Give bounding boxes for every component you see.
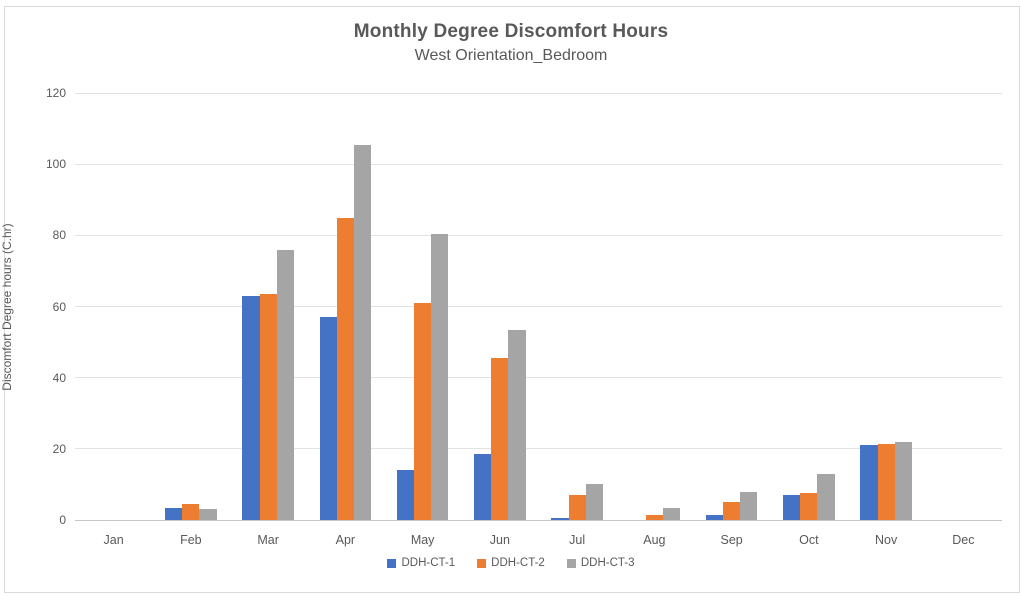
bar-DDH-CT-2-Nov	[877, 443, 895, 520]
bar-DDH-CT-3-Mar	[276, 249, 294, 520]
bar-DDH-CT-3-Oct	[817, 473, 835, 520]
y-tick-label-40: 40	[52, 370, 66, 385]
legend-swatch-DDH-CT-3	[566, 558, 576, 568]
bar-DDH-CT-2-Jul	[568, 495, 586, 520]
y-tick-label-0: 0	[59, 513, 66, 527]
gridline-100	[75, 163, 1002, 165]
bar-DDH-CT-1-Apr	[319, 317, 337, 520]
x-axis-label-Sep: Sep	[720, 533, 743, 547]
gridline-20	[75, 448, 1002, 450]
bar-DDH-CT-3-Aug	[662, 507, 681, 520]
bar-DDH-CT-2-Mar	[259, 294, 277, 520]
bar-DDH-CT-3-Jul	[585, 484, 603, 520]
x-axis-label-Apr: Apr	[335, 533, 356, 547]
bar-DDH-CT-3-Sep	[740, 491, 758, 520]
bar-DDH-CT-1-Jul	[551, 518, 569, 520]
legend-label-DDH-CT-1: DDH-CT-1	[401, 557, 456, 569]
x-axis-label-Nov: Nov	[875, 533, 898, 547]
bar-DDH-CT-2-Aug	[645, 514, 663, 520]
bar-DDH-CT-1-Feb	[165, 507, 183, 520]
y-tick-label-120: 120	[45, 86, 66, 100]
gridline-60	[75, 306, 1002, 307]
legend: DDH-CT-1 DDH-CT-2 DDH-CT-3	[0, 557, 1022, 569]
legend-label-DDH-CT-3: DDH-CT-3	[580, 557, 635, 569]
gridline-40	[75, 377, 1002, 379]
legend-label-DDH-CT-2: DDH-CT-2	[491, 557, 545, 569]
bar-DDH-CT-2-Apr	[336, 217, 354, 520]
bar-DDH-CT-3-Apr	[353, 144, 372, 520]
y-tick-label-100: 100	[45, 157, 66, 172]
chart-subtitle: West Orientation_Bedroom	[414, 47, 608, 64]
bar-DDH-CT-2-Jun	[491, 358, 509, 520]
x-axis-label-Oct: Oct	[799, 533, 819, 547]
bar-DDH-CT-3-Feb	[199, 509, 217, 520]
bar-DDH-CT-1-Nov	[860, 445, 878, 520]
chart-title: Monthly Degree Discomfort Hours	[353, 21, 669, 42]
gridline-120	[75, 92, 1002, 94]
plot-area	[75, 92, 1002, 521]
bar-DDH-CT-3-May	[431, 233, 449, 520]
bar-DDH-CT-2-Feb	[182, 504, 200, 520]
x-axis-label-Mar: Mar	[257, 533, 279, 547]
bar-DDH-CT-2-Oct	[800, 493, 818, 520]
y-tick-label-80: 80	[52, 228, 66, 243]
y-axis-title: Discomfort Degree hours (C.hr)	[0, 223, 14, 391]
legend-item-DDH-CT-1: DDH-CT-1	[387, 557, 455, 569]
legend-swatch-DDH-CT-2	[477, 558, 487, 568]
bar-DDH-CT-1-Jun	[474, 454, 492, 520]
bar-DDH-CT-1-May	[396, 470, 415, 520]
x-axis-label-Jun: Jun	[489, 533, 510, 547]
bar-DDH-CT-2-May	[414, 302, 432, 520]
bar-DDH-CT-3-Jun	[508, 329, 526, 520]
y-tick-label-60: 60	[52, 299, 66, 314]
x-axis-label-May: May	[410, 533, 435, 547]
legend-item-DDH-CT-3: DDH-CT-3	[566, 557, 635, 569]
x-axis-label-Jan: Jan	[103, 533, 124, 547]
legend-swatch-DDH-CT-1	[387, 558, 397, 568]
gridline-80	[75, 234, 1002, 236]
x-axis-line	[75, 520, 1002, 521]
bar-DDH-CT-3-Nov	[894, 441, 912, 520]
x-axis-label-Dec: Dec	[952, 533, 975, 547]
bar-DDH-CT-1-Sep	[705, 514, 724, 520]
x-axis-label-Aug: Aug	[643, 533, 666, 547]
bar-DDH-CT-2-Sep	[723, 502, 741, 520]
bar-DDH-CT-1-Oct	[783, 495, 801, 520]
bar-DDH-CT-1-Mar	[242, 295, 260, 520]
y-tick-label-20: 20	[52, 441, 66, 456]
x-axis-label-Feb: Feb	[180, 533, 202, 547]
x-axis-label-Jul: Jul	[569, 533, 586, 547]
legend-item-DDH-CT-2: DDH-CT-2	[477, 557, 545, 569]
